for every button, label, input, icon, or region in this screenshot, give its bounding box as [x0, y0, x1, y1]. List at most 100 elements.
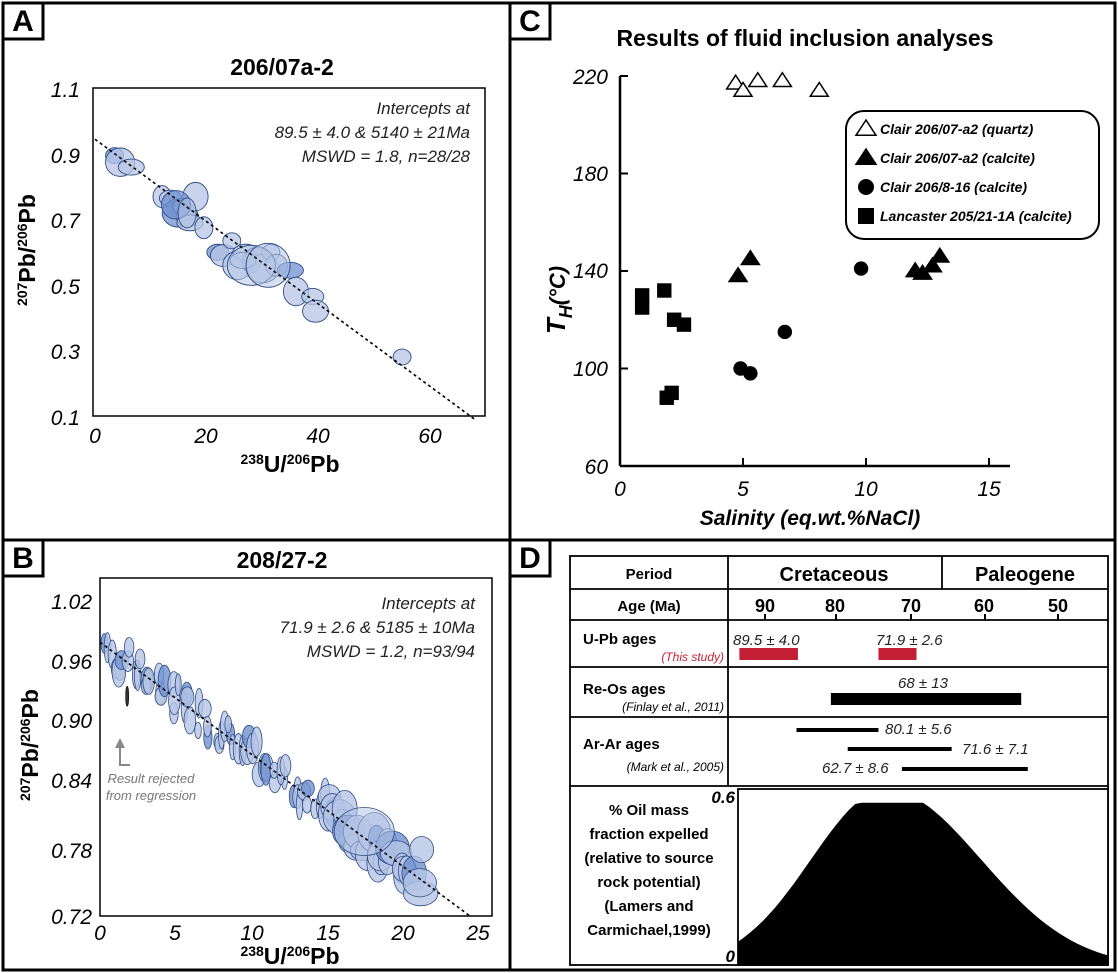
rejected-note-line-1: Result rejected	[108, 771, 195, 786]
upb-bar	[739, 648, 798, 660]
age-tick: 70	[901, 596, 921, 616]
panel-c: Results of fluid inclusion analyses 60 1…	[541, 25, 1100, 530]
panel-a-ytick: 0.3	[51, 341, 81, 364]
data-ellipse	[302, 796, 312, 814]
rejected-arrow-head	[115, 738, 125, 748]
data-ellipse	[224, 715, 232, 734]
arar-value-2: 71.6 ± 7.1	[962, 741, 1029, 758]
marker-circle	[777, 324, 793, 340]
oil-label-line: (relative to source	[584, 850, 713, 867]
data-ellipse	[302, 299, 329, 323]
data-ellipse	[245, 242, 291, 288]
panel-c-xlabel: Salinity (eq.wt.%NaCl)	[700, 507, 921, 530]
panel-a: 206/07a-2 Intercepts at 89.5 ± 4.0 & 514…	[14, 54, 486, 477]
arar-value-1: 80.1 ± 5.6	[885, 721, 952, 738]
arar-source: (Mark et al., 2005)	[627, 760, 724, 774]
panel-b-ytick: 0.78	[51, 840, 92, 863]
oil-label-line: rock potential)	[597, 874, 700, 891]
panel-c-ytick: 60	[585, 456, 609, 479]
marker-circle	[743, 366, 758, 381]
panel-c-title: Results of fluid inclusion analyses	[616, 25, 993, 51]
oil-label-line: Carmichael,1999)	[587, 922, 710, 939]
panel-b-regression-line	[99, 641, 471, 917]
panel-b-title: 208/27-2	[237, 547, 328, 573]
reos-source: (Finlay et al., 2011)	[622, 700, 724, 714]
reos-label: Re-Os ages	[583, 681, 666, 698]
panel-b-ytick: 1.02	[51, 591, 92, 614]
marker-open-triangle	[725, 73, 747, 90]
panel-letter-b: B	[1, 538, 45, 578]
marker-circle	[853, 261, 869, 276]
panel-a-ylabel: 207Pb/206Pb	[14, 194, 40, 306]
arar-value-3: 62.7 ± 8.6	[822, 760, 889, 777]
legend-entry-lancaster: Lancaster 205/21-1A (calcite)	[880, 208, 1072, 224]
upb-value-1: 89.5 ± 4.0	[733, 632, 800, 649]
arar-bar	[901, 767, 1028, 771]
reos-value: 68 ± 13	[898, 675, 949, 692]
panel-c-xtick: 5	[737, 478, 749, 501]
marker-open-triangle	[771, 71, 793, 88]
data-ellipse	[409, 836, 435, 863]
marker-square	[634, 300, 650, 315]
panel-b-ytick: 0.84	[51, 770, 92, 793]
panel-c-ytick: 180	[573, 163, 608, 186]
panel-a-annotation-line-1: Intercepts at	[376, 99, 471, 118]
arar-label: Ar-Ar ages	[583, 736, 660, 753]
data-ellipse	[134, 648, 146, 670]
marker-circle	[858, 179, 874, 195]
reos-bar	[830, 693, 1022, 705]
marker-filled-triangle	[929, 246, 951, 263]
panel-letter-a-text: A	[12, 5, 34, 38]
data-ellipse	[333, 807, 395, 856]
arar-bar	[796, 728, 879, 732]
panel-b-xtick: 0	[94, 922, 106, 945]
data-ellipse	[402, 868, 437, 898]
header-period: Period	[626, 566, 673, 583]
panel-a-regression-line	[94, 138, 476, 420]
marker-open-triangle	[747, 71, 769, 88]
data-ellipse	[194, 721, 202, 739]
marker-square	[858, 208, 874, 224]
panel-b-xtick: 5	[169, 922, 181, 945]
header-paleogene: Paleogene	[975, 564, 1075, 586]
panel-c-xtick: 15	[977, 478, 1001, 501]
data-ellipse	[183, 706, 197, 735]
panel-c-xtick: 10	[854, 478, 878, 501]
panel-c-ticks	[619, 75, 990, 467]
data-ellipse	[392, 348, 412, 366]
data-ellipse	[194, 216, 214, 240]
upb-value-2: 71.9 ± 2.6	[876, 632, 943, 649]
marker-square	[664, 385, 679, 401]
panel-a-title: 206/07a-2	[230, 54, 334, 80]
age-tick: 50	[1048, 596, 1068, 616]
panel-c-legend-markers	[854, 118, 878, 224]
panel-a-ytick: 0.7	[51, 210, 82, 233]
marker-open-triangle	[854, 118, 878, 137]
panel-a-xlabel: 238U/206Pb	[240, 451, 339, 477]
data-ellipse	[301, 779, 315, 798]
upb-label: U-Pb ages	[583, 631, 656, 648]
panel-a-annotation-line-2: 89.5 ± 4.0 & 5140 ± 21Ma	[275, 123, 470, 142]
data-ellipse	[142, 667, 155, 695]
data-ellipse	[250, 726, 263, 757]
upb-source: (This study)	[661, 650, 724, 664]
panel-b: 208/27-2 Intercepts at 71.9 ± 2.6 & 5185…	[17, 547, 493, 969]
panel-b-xtick: 15	[316, 922, 340, 945]
data-ellipse	[198, 699, 212, 719]
marker-square	[676, 317, 692, 332]
panel-a-plot-area	[92, 87, 486, 417]
panel-letter-d-text: D	[519, 542, 541, 575]
panel-b-ytick: 0.96	[51, 651, 92, 674]
oil-label-line: fraction expelled	[589, 826, 708, 843]
panel-b-xtick: 25	[465, 922, 490, 945]
age-tick: 60	[974, 596, 994, 616]
oil-ytick-top: 0.6	[711, 788, 735, 807]
panel-a-xtick: 20	[193, 425, 218, 448]
panel-b-ytick: 0.90	[51, 710, 92, 733]
panel-b-annotation-line-1: Intercepts at	[381, 594, 476, 613]
panel-b-annotation-line-2: 71.9 ± 2.6 & 5185 ± 10Ma	[280, 618, 475, 637]
panel-c-points	[634, 71, 951, 405]
marker-square	[634, 288, 650, 303]
